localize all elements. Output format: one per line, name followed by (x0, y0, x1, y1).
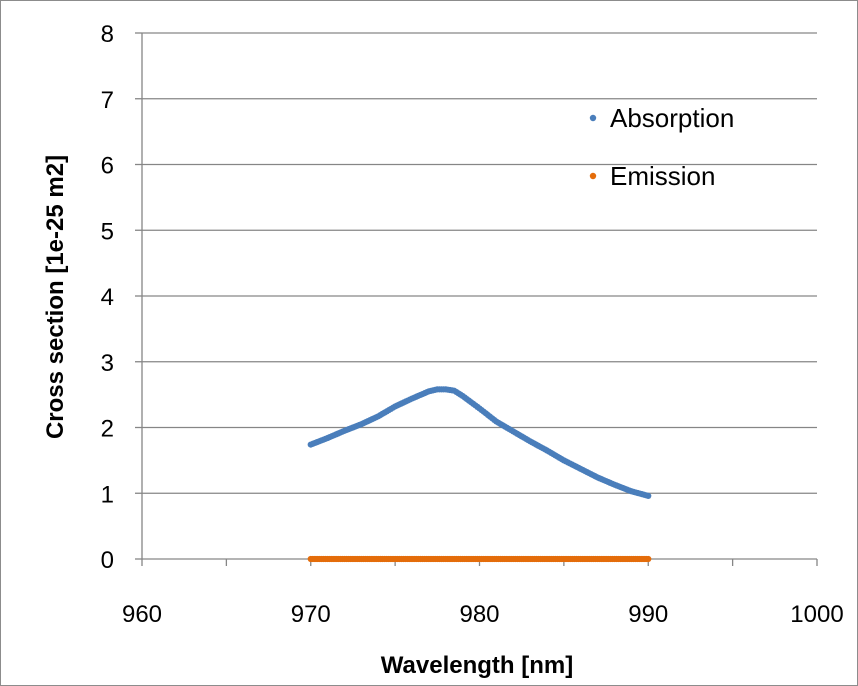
y-tick-label-0: 0 (101, 547, 114, 574)
x-tick-label-990: 990 (628, 601, 668, 628)
y-tick-label-4: 4 (101, 284, 114, 311)
y-tick-label-3: 3 (101, 350, 114, 377)
x-ticks: 960 970 980 990 1000 (122, 559, 844, 628)
x-tick-label-960: 960 (122, 601, 162, 628)
legend: Absorption Emission (589, 103, 734, 191)
legend-marker-emission (589, 172, 597, 180)
x-tick-label-980: 980 (459, 601, 499, 628)
y-tick-label-5: 5 (101, 218, 114, 245)
x-tick-label-1000: 1000 (790, 601, 843, 628)
legend-label-absorption: Absorption (610, 103, 734, 133)
y-ticks: 0 1 2 3 4 5 6 7 8 (101, 21, 142, 574)
series-absorption (307, 386, 652, 499)
y-tick-label-7: 7 (101, 87, 114, 114)
y-tick-label-6: 6 (101, 153, 114, 180)
gridlines (142, 32, 817, 494)
y-tick-label-2: 2 (101, 416, 114, 443)
point-absorption (645, 492, 652, 499)
series-layer (307, 386, 652, 563)
series-emission (307, 555, 652, 563)
x-tick-label-970: 970 (291, 601, 331, 628)
x-axis-title: Wavelength [nm] (381, 652, 573, 679)
legend-label-emission: Emission (610, 161, 715, 191)
point-emission (645, 555, 652, 563)
y-tick-label-8: 8 (101, 21, 114, 48)
legend-marker-absorption (589, 114, 597, 122)
y-axis-title: Cross section [1e-25 m2] (42, 155, 69, 439)
y-tick-label-1: 1 (101, 481, 114, 508)
